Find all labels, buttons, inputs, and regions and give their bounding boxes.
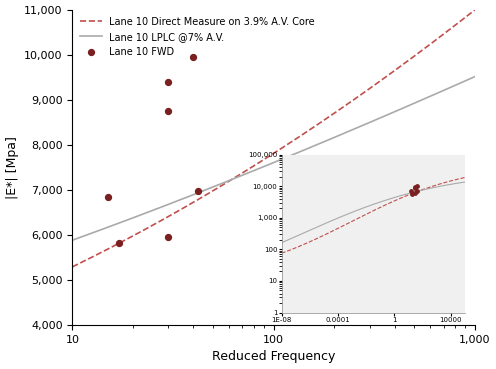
Lane 10 LPLC @7% A.V. <box>434 91 440 96</box>
Lane 10 FWD <box>164 108 172 114</box>
Lane 10 FWD <box>104 194 112 200</box>
Lane 10 LPLC @7% A.V. <box>69 238 75 242</box>
X-axis label: Reduced Frequency: Reduced Frequency <box>212 351 335 363</box>
Lane 10 Direct Measure on 3.9% A.V. Core <box>434 37 440 41</box>
Lane 10 LPLC @7% A.V. <box>472 75 478 79</box>
Lane 10 LPLC @7% A.V. <box>309 145 315 149</box>
Lane 10 FWD <box>115 240 123 246</box>
Lane 10 LPLC @7% A.V. <box>409 102 415 107</box>
Lane 10 Direct Measure on 3.9% A.V. Core <box>309 126 315 131</box>
Lane 10 Direct Measure on 3.9% A.V. Core <box>308 127 313 131</box>
Lane 10 LPLC @7% A.V. <box>308 145 313 149</box>
Y-axis label: |E*| [Mpa]: |E*| [Mpa] <box>5 136 18 199</box>
Lane 10 Direct Measure on 3.9% A.V. Core <box>409 56 415 61</box>
Lane 10 FWD <box>164 79 172 85</box>
Line: Lane 10 LPLC @7% A.V.: Lane 10 LPLC @7% A.V. <box>72 77 475 240</box>
Lane 10 FWD <box>189 54 197 60</box>
Lane 10 Direct Measure on 3.9% A.V. Core <box>71 264 77 268</box>
Lane 10 LPLC @7% A.V. <box>71 238 77 242</box>
Line: Lane 10 Direct Measure on 3.9% A.V. Core: Lane 10 Direct Measure on 3.9% A.V. Core <box>72 10 475 267</box>
Lane 10 Direct Measure on 3.9% A.V. Core <box>472 8 478 12</box>
Lane 10 LPLC @7% A.V. <box>315 142 321 146</box>
Lane 10 Direct Measure on 3.9% A.V. Core <box>69 265 75 269</box>
Lane 10 Direct Measure on 3.9% A.V. Core <box>315 122 321 126</box>
Legend: Lane 10 Direct Measure on 3.9% A.V. Core, Lane 10 LPLC @7% A.V., Lane 10 FWD: Lane 10 Direct Measure on 3.9% A.V. Core… <box>77 14 318 60</box>
Lane 10 FWD <box>194 188 202 194</box>
Lane 10 FWD <box>164 234 172 240</box>
